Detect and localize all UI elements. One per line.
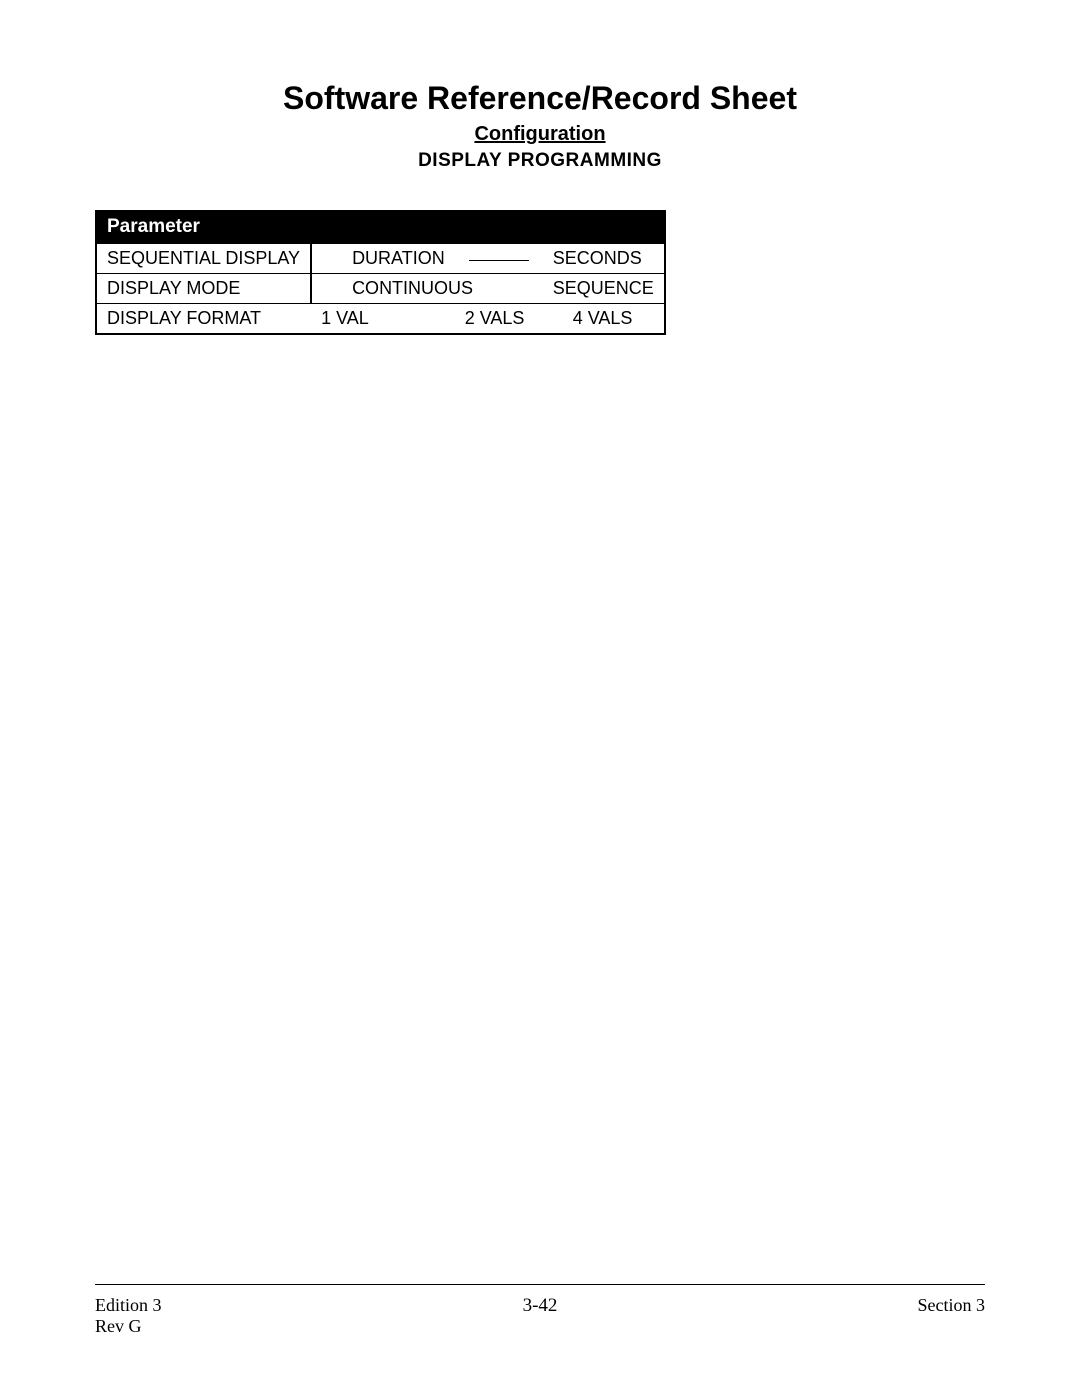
- table-header-cell: Parameter: [96, 210, 665, 244]
- param-value: [455, 244, 543, 274]
- param-label: DISPLAY FORMAT: [96, 304, 311, 335]
- footer-left: Edition 3 Rev G: [95, 1295, 162, 1337]
- param-value: DURATION: [311, 244, 455, 274]
- param-label: SEQUENTIAL DISPLAY: [96, 244, 311, 274]
- page-title: Software Reference/Record Sheet: [95, 80, 985, 117]
- param-value: 4 VALS: [543, 304, 665, 335]
- footer-page-number: 3-42: [95, 1295, 985, 1317]
- parameter-table-wrap: Parameter SEQUENTIAL DISPLAY DURATION SE…: [95, 210, 640, 335]
- page-subtitle: Configuration: [95, 123, 985, 146]
- edition-text: Edition 3: [95, 1295, 162, 1316]
- footer-section: Section 3: [918, 1295, 986, 1316]
- duration-label: DURATION: [352, 248, 445, 268]
- section-heading: DISPLAY PROGRAMMING: [95, 150, 985, 172]
- param-value: 2 VALS: [455, 304, 543, 335]
- param-value: SECONDS: [543, 244, 665, 274]
- param-value: CONTINUOUS: [311, 274, 543, 304]
- title-block: Software Reference/Record Sheet Configur…: [95, 80, 985, 172]
- param-value: SEQUENCE: [543, 274, 665, 304]
- page: Software Reference/Record Sheet Configur…: [0, 0, 1080, 1397]
- param-label: DISPLAY MODE: [96, 274, 311, 304]
- page-footer: Edition 3 Rev G 3-42 Section 3: [95, 1284, 985, 1337]
- table-row: DISPLAY MODE CONTINUOUS SEQUENCE: [96, 274, 665, 304]
- footer-rule: [95, 1284, 985, 1285]
- table-row: SEQUENTIAL DISPLAY DURATION SECONDS: [96, 244, 665, 274]
- rev-text: Rev G: [95, 1316, 162, 1337]
- table-header-row: Parameter: [96, 210, 665, 244]
- table-row: DISPLAY FORMAT 1 VAL 2 VALS 4 VALS: [96, 304, 665, 335]
- parameter-table: Parameter SEQUENTIAL DISPLAY DURATION SE…: [95, 210, 666, 335]
- footer-row: Edition 3 Rev G 3-42 Section 3: [95, 1295, 985, 1337]
- param-value: 1 VAL: [311, 304, 455, 335]
- blank-input-line: [469, 260, 529, 261]
